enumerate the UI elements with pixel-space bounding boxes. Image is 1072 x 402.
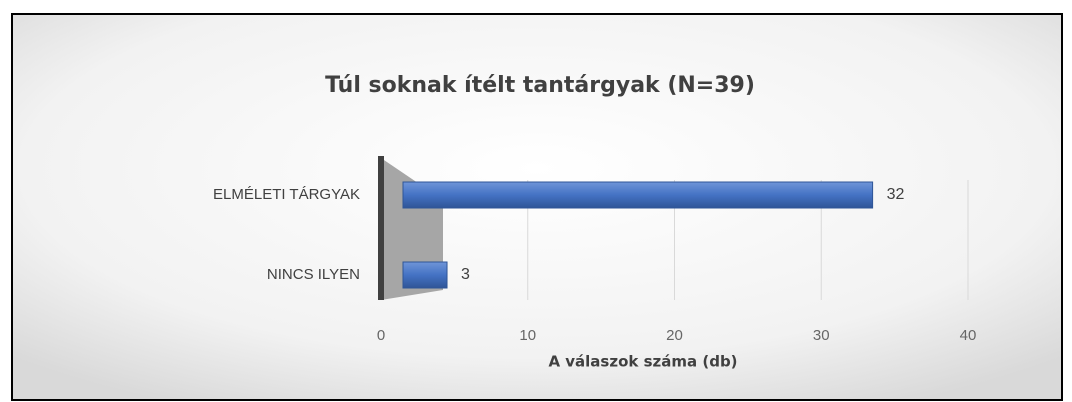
bar [402,261,448,289]
axis-wall [378,156,384,300]
x-tick-label: 30 [813,327,830,344]
x-tick-label: 20 [666,327,683,344]
value-label: 3 [461,266,470,283]
y-tick-label: NINCS ILYEN [267,266,360,283]
x-tick-label: 0 [377,327,385,344]
x-axis-label: A válaszok száma (db) [548,353,737,371]
value-label: 32 [887,186,905,203]
x-tick-label: 40 [960,327,977,344]
y-tick-label: ELMÉLETI TÁRGYAK [213,186,360,203]
bar [402,181,874,209]
x-tick-label: 10 [519,327,536,344]
chart-title: Túl soknak ítélt tantárgyak (N=39) [325,73,755,98]
